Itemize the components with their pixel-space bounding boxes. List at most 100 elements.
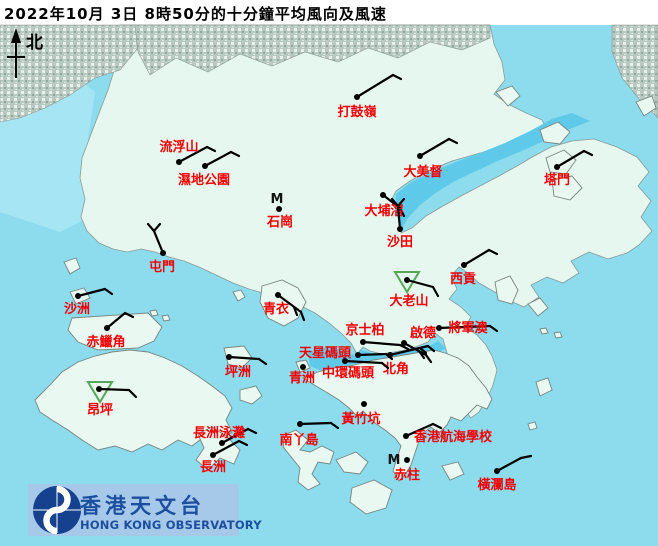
wind-barb [426, 344, 436, 353]
sea-rock-3 [539, 327, 549, 335]
station-dot [275, 292, 281, 298]
wind-barb [405, 278, 435, 289]
station-cheung-chau: 長洲 [200, 439, 249, 475]
airport-island [67, 312, 163, 351]
wind-barb [229, 150, 241, 158]
station-label: 大埔滘 [364, 203, 403, 219]
wind-barb [361, 340, 402, 347]
north-arrow: 北 [7, 28, 43, 78]
tap-mun-island [545, 149, 577, 175]
north-arrow-label: 北 [26, 33, 43, 53]
station-dot [210, 452, 216, 458]
tsing-yi-island [259, 279, 307, 327]
wind-barb [388, 344, 430, 357]
station-lau-fau-shan: 流浮山 [159, 139, 217, 165]
station-central-pier: 中環碼頭 [322, 358, 390, 381]
station-waglan-island: 橫瀾島 [477, 454, 533, 493]
wind-barb [329, 421, 340, 430]
station-label: 濕地公園 [178, 172, 230, 188]
station-label: 石崗 [266, 215, 293, 230]
station-dot [354, 94, 360, 100]
station-dot [404, 277, 410, 283]
station-m-marker: M [388, 453, 401, 468]
station-ngong-ping: 昂坪 [86, 381, 138, 418]
wind-barb [447, 137, 459, 145]
victoria-harbour-water [308, 341, 446, 372]
hko-logo-chinese: 香港天文台 [80, 494, 205, 518]
wind-barb [276, 293, 303, 314]
wind-barb [431, 285, 440, 298]
station-label: 赤鱲角 [86, 334, 125, 350]
station-kings-park: 京士柏 [345, 322, 410, 351]
wind-barb [391, 73, 403, 81]
station-label: 赤柱 [394, 467, 420, 483]
station-dot [361, 401, 367, 407]
lung-kwu-chau [63, 257, 81, 275]
station-label: 長洲泳灘 [193, 425, 245, 441]
station-label: 流浮山 [159, 139, 198, 155]
beaufort-island [441, 461, 465, 481]
station-dot [176, 159, 182, 165]
station-label: 將軍澳 [448, 320, 488, 336]
urban-area-northeast [611, 24, 658, 119]
station-dot [297, 421, 303, 427]
station-kai-tak: 啟德 [401, 325, 436, 364]
station-shek-kong: M 石崗 [266, 192, 293, 230]
hko-logo: 香港天文台 HONG KONG OBSERVATORY [28, 484, 262, 536]
station-label: 中環碼頭 [322, 365, 375, 381]
station-peng-chau: 坪洲 [225, 354, 268, 380]
station-tseung-kwan-o: 將軍澳 [436, 320, 499, 336]
wind-barb [299, 310, 306, 322]
station-tap-mun: 塔門 [544, 149, 594, 188]
wind-barb [396, 204, 402, 231]
station-tuen-mun: 屯門 [146, 222, 175, 275]
station-label: 打鼓嶺 [337, 104, 376, 120]
station-label: 大美督 [403, 164, 442, 180]
grass-island-north [539, 121, 571, 145]
kau-sai-chau [494, 275, 519, 305]
urban-area-north [134, 24, 491, 76]
hong-kong-island [302, 349, 493, 482]
wind-barb [555, 149, 586, 169]
station-label: 西貢 [450, 272, 476, 287]
station-label: 南丫島 [279, 432, 318, 448]
station-stanley: M赤柱 [388, 453, 420, 483]
wind-barb [76, 287, 107, 298]
station-label: 啟德 [410, 325, 436, 341]
station-dot [75, 293, 81, 299]
station-sha-tin: 沙田 [387, 197, 413, 250]
wind-barb [424, 353, 433, 364]
wind-barb [356, 352, 388, 357]
high-island [551, 175, 583, 201]
station-m-marker: M [271, 192, 284, 207]
po-toi-north [335, 451, 369, 475]
station-ta-kwu-ling: 打鼓嶺 [337, 73, 403, 120]
wind-barb [431, 422, 443, 430]
kat-o-island [495, 85, 521, 107]
wind-barb [519, 454, 533, 460]
station-dot [494, 468, 500, 474]
map-title: 2022年10月 3日 8時50分的十分鐘平均風向及風速 [4, 5, 387, 23]
wind-barb [220, 427, 250, 445]
station-hk-sea-school: 香港航海學校 [403, 422, 493, 445]
islands [34, 85, 657, 515]
station-star-ferry-pier: 天星碼頭 [299, 346, 394, 361]
station-dot [554, 164, 560, 170]
station-tai-mei-tuk: 大美督 [403, 137, 459, 180]
hei-ling-chau [239, 385, 263, 405]
lamma-island-land [281, 429, 335, 491]
station-dot [219, 440, 225, 446]
wind-barb [398, 206, 406, 218]
station-label: 青洲 [289, 370, 315, 386]
station-label: 天星碼頭 [299, 346, 352, 361]
wind-barb [488, 324, 499, 333]
wind-barb [487, 248, 499, 256]
wind-barb [404, 422, 435, 438]
station-dot [300, 364, 306, 370]
station-dot [342, 358, 348, 364]
shelter-island [527, 297, 549, 317]
station-label: 京士柏 [345, 322, 384, 338]
